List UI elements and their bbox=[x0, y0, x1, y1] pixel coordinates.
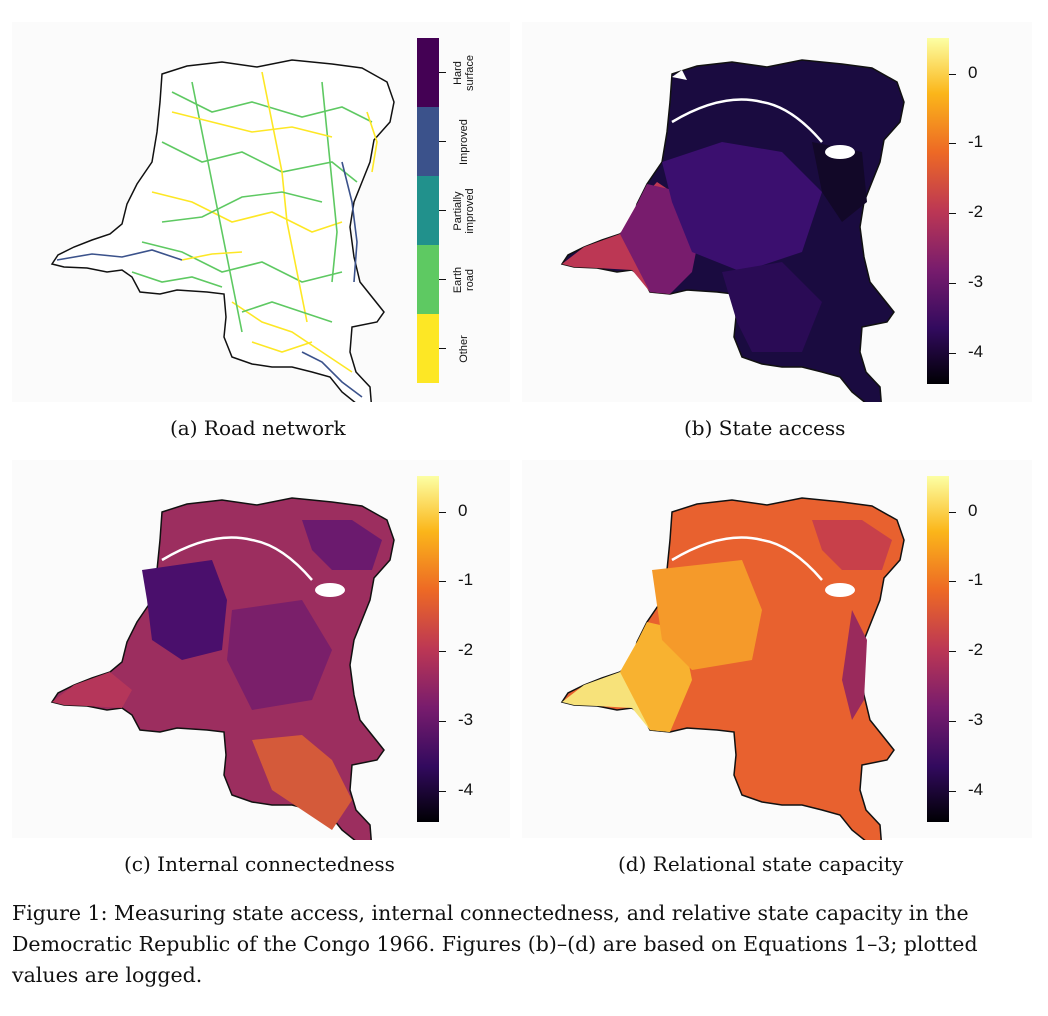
relational-state-capacity-map bbox=[561, 497, 905, 840]
legend-swatch-improved bbox=[417, 107, 439, 176]
caption-state-access: (b) State access bbox=[684, 416, 846, 440]
tick-label-minus-3: -3 bbox=[968, 710, 984, 729]
panel-state-access: 0 -1 -2 -3 -4 bbox=[522, 22, 1032, 402]
caption-road-network: (a) Road network bbox=[170, 416, 346, 440]
tick-label-minus-2: -2 bbox=[458, 640, 474, 659]
legend-label-earth-road: Earth road bbox=[452, 266, 476, 294]
legend-label-improved: Improved bbox=[458, 119, 470, 165]
tick-label-minus-4: -4 bbox=[968, 780, 984, 799]
tick-label-0: 0 bbox=[968, 501, 978, 520]
tick-label-minus-1: -1 bbox=[458, 570, 474, 589]
legend-swatch-earth-road bbox=[417, 245, 439, 314]
state-access-map bbox=[561, 59, 905, 402]
legend-label-other: Other bbox=[458, 335, 470, 363]
tick-label-0: 0 bbox=[458, 501, 468, 520]
colorbar-relational-state-capacity bbox=[927, 476, 949, 822]
tick-label-minus-1: -1 bbox=[968, 132, 984, 151]
legend-swatch-other bbox=[417, 314, 439, 383]
colorbar-internal-connectedness bbox=[417, 476, 439, 822]
tick-label-minus-4: -4 bbox=[458, 780, 474, 799]
road-network-map bbox=[51, 59, 395, 402]
tick-label-minus-3: -3 bbox=[458, 710, 474, 729]
panel-internal-connectedness: 0 -1 -2 -3 -4 bbox=[12, 460, 510, 840]
panel-road-network: Hard surface Improved Partially improved… bbox=[12, 22, 510, 402]
tick-label-minus-2: -2 bbox=[968, 202, 984, 221]
internal-connectedness-map bbox=[51, 497, 395, 840]
legend-label-partially-improved: Partially improved bbox=[452, 188, 476, 234]
tick-label-minus-4: -4 bbox=[968, 342, 984, 361]
tick-label-0: 0 bbox=[968, 63, 978, 82]
tick-label-minus-1: -1 bbox=[968, 570, 984, 589]
figure-caption: Figure 1: Measuring state access, intern… bbox=[12, 901, 978, 987]
legend-swatch-hard-surface bbox=[417, 38, 439, 107]
panel-relational-state-capacity: 0 -1 -2 -3 -4 bbox=[522, 460, 1032, 840]
caption-relational-state-capacity: (d) Relational state capacity bbox=[618, 852, 904, 876]
tick-label-minus-2: -2 bbox=[968, 640, 984, 659]
legend-label-hard-surface: Hard surface bbox=[452, 54, 476, 92]
caption-internal-connectedness: (c) Internal connectedness bbox=[124, 852, 395, 876]
legend-swatch-partially-improved bbox=[417, 176, 439, 245]
tick-label-minus-3: -3 bbox=[968, 272, 984, 291]
colorbar-state-access bbox=[927, 38, 949, 384]
